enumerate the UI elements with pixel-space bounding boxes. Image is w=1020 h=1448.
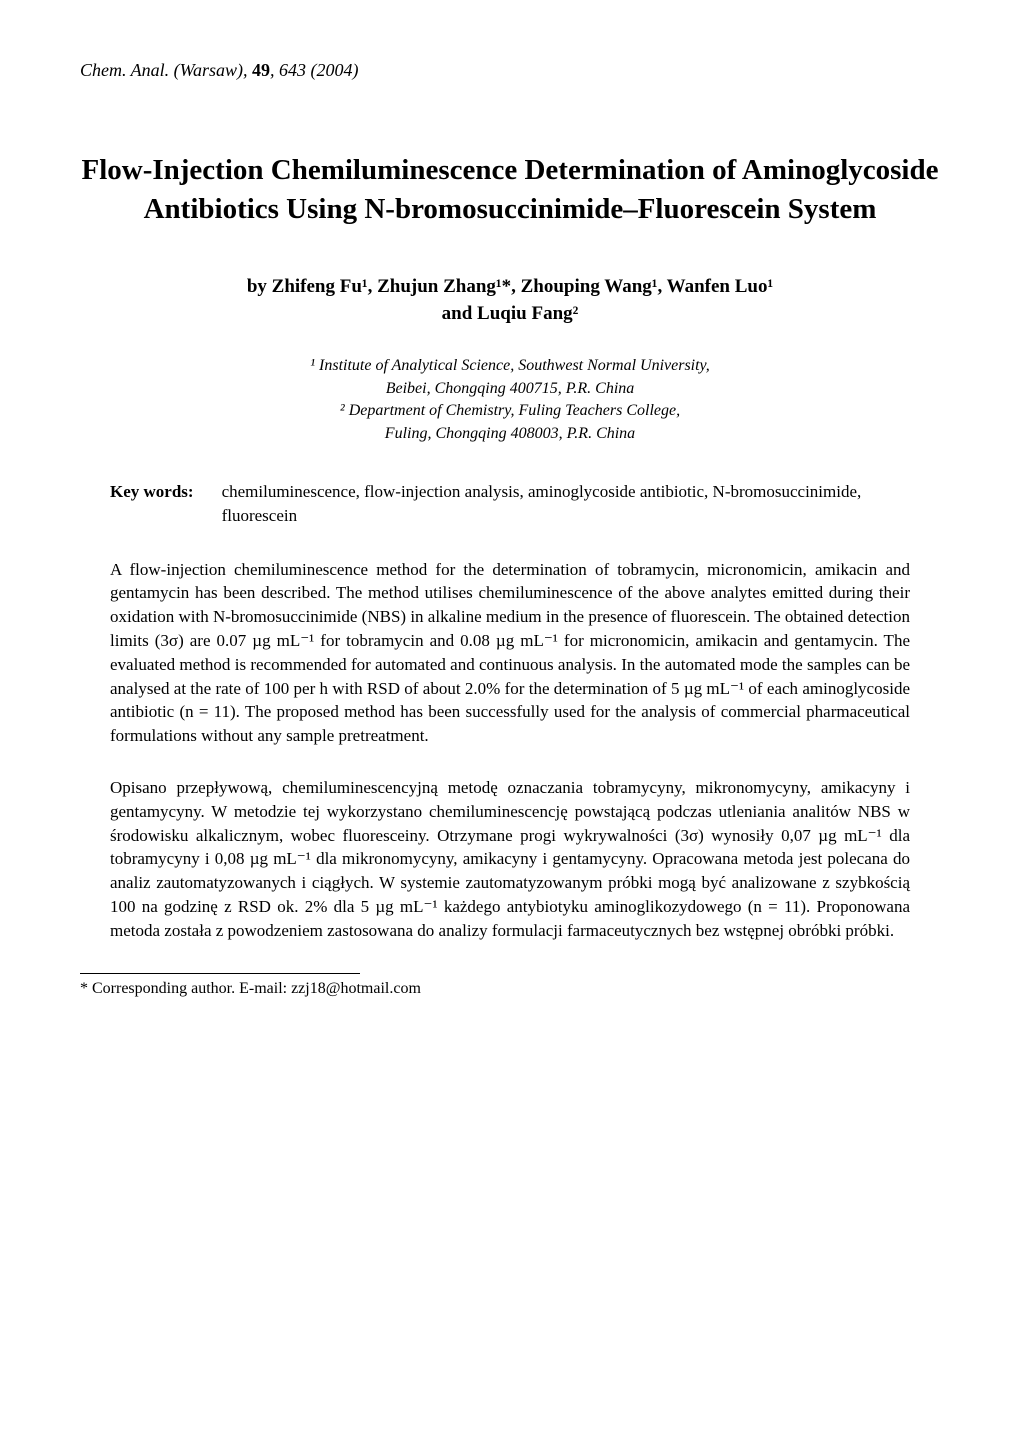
- paper-title: Flow-Injection Chemiluminescence Determi…: [80, 151, 940, 229]
- journal-prefix: Chem. Anal. (Warsaw),: [80, 60, 252, 80]
- abstract-english: A flow-injection chemiluminescence metho…: [110, 558, 910, 748]
- corresponding-author-footnote: * Corresponding author. E-mail: zzj18@ho…: [80, 980, 940, 998]
- keywords-label: Key words:: [110, 480, 194, 504]
- journal-volume: 49: [252, 60, 270, 80]
- affiliation-1-line-1: ¹ Institute of Analytical Science, South…: [80, 355, 940, 377]
- authors-line-1: by Zhifeng Fu¹, Zhujun Zhang¹*, Zhouping…: [80, 274, 940, 301]
- authors-line-2: and Luqiu Fang²: [80, 301, 940, 328]
- journal-citation: Chem. Anal. (Warsaw), 49, 643 (2004): [80, 60, 940, 81]
- keywords-content: chemiluminescence, flow-injection analys…: [222, 480, 910, 528]
- affiliation-1-line-2: Beibei, Chongqing 400715, P.R. China: [80, 378, 940, 400]
- abstract-polish: Opisano przepływową, chemiluminescencyjn…: [110, 776, 910, 943]
- affiliation-2-line-1: ² Department of Chemistry, Fuling Teache…: [80, 400, 940, 422]
- affiliations-block: ¹ Institute of Analytical Science, South…: [80, 355, 940, 445]
- journal-suffix: , 643 (2004): [270, 60, 359, 80]
- authors-block: by Zhifeng Fu¹, Zhujun Zhang¹*, Zhouping…: [80, 274, 940, 327]
- keywords-block: Key words: chemiluminescence, flow-injec…: [110, 480, 910, 528]
- footnote-rule: [80, 973, 360, 974]
- affiliation-2-line-2: Fuling, Chongqing 408003, P.R. China: [80, 423, 940, 445]
